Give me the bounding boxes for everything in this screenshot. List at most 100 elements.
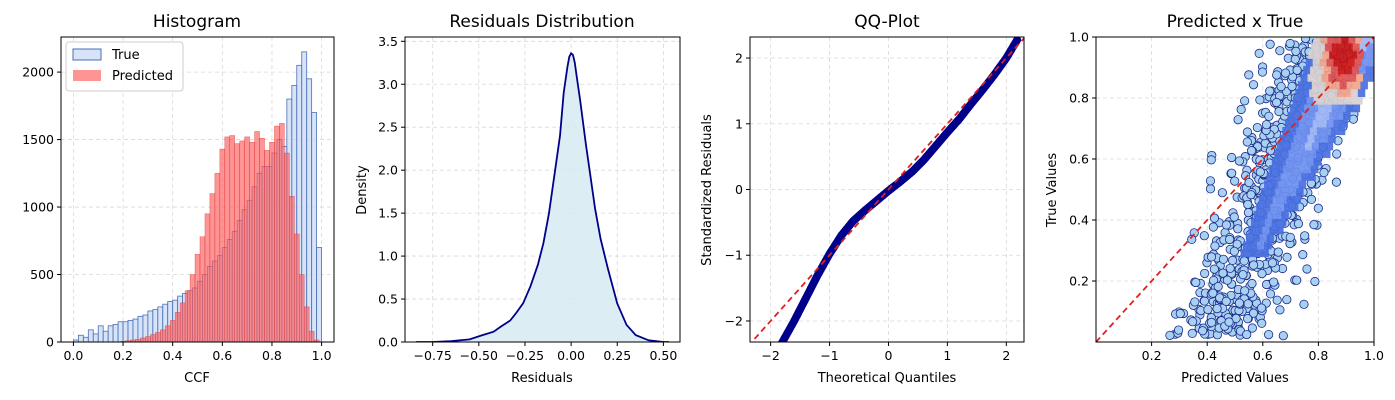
density-cell	[1322, 111, 1330, 120]
scatter-point	[1205, 176, 1216, 186]
density-cell	[1287, 111, 1295, 120]
scatter-point	[1275, 46, 1285, 56]
density-cell	[1311, 142, 1320, 151]
scatter-point	[1165, 330, 1175, 340]
predicted-bar	[150, 334, 156, 342]
density-cell	[1263, 203, 1271, 212]
density-cell	[1267, 210, 1275, 219]
scatter-point	[1238, 270, 1248, 280]
density-cell	[1326, 58, 1335, 67]
density-cell	[1373, 43, 1374, 52]
density-cell	[1269, 165, 1277, 174]
density-cell	[1292, 96, 1301, 105]
density-cell	[1271, 218, 1280, 227]
density-cell	[1317, 65, 1325, 75]
histogram-legend: True Predicted	[65, 41, 184, 92]
qq-point	[1013, 37, 1022, 44]
density-cell	[1348, 96, 1356, 105]
scatter-point	[1287, 81, 1297, 92]
density-cell	[1259, 233, 1268, 242]
density-cell	[1261, 187, 1269, 197]
scatter-point	[1198, 326, 1208, 336]
scatter-point	[1276, 81, 1286, 92]
density-cell	[1319, 58, 1328, 67]
density-cell	[1283, 165, 1291, 174]
scatter-point	[1255, 155, 1265, 165]
scatter-point	[1233, 115, 1243, 125]
scatter-point	[1218, 254, 1229, 264]
scatter-point	[1309, 220, 1319, 230]
scatter-point	[1242, 127, 1253, 137]
density-cell	[1330, 126, 1339, 136]
ytick-label: 2.0	[378, 163, 398, 178]
true-bar	[112, 324, 119, 342]
density-cell	[1309, 88, 1317, 97]
xtick-label: 0.25	[603, 348, 631, 363]
scatter-point	[1206, 317, 1217, 327]
density-cell	[1253, 210, 1262, 219]
xtick-label: 0.6	[1253, 348, 1273, 363]
density-cell	[1310, 165, 1319, 174]
density-cell	[1313, 37, 1321, 44]
density-cell	[1350, 88, 1359, 97]
true-bar	[107, 325, 114, 342]
density-cell	[1323, 88, 1331, 97]
predicted-bar	[289, 195, 295, 342]
scatter-point	[1280, 68, 1291, 78]
true-bar	[132, 318, 139, 342]
density-cell	[1358, 65, 1367, 75]
density-cell	[1323, 65, 1332, 75]
predicted-bar	[284, 152, 290, 342]
scatter-point	[1282, 252, 1292, 262]
density-cell	[1335, 73, 1343, 82]
density-cell	[1300, 73, 1308, 82]
density-cell	[1370, 73, 1374, 82]
scatter-point	[1208, 288, 1218, 298]
density-cell	[1318, 81, 1327, 90]
scatter-point	[1285, 38, 1295, 49]
density-cell	[1303, 104, 1312, 113]
density-cell	[1352, 104, 1361, 113]
density-cell	[1331, 43, 1340, 52]
predicted-bar	[160, 329, 166, 342]
density-cell	[1285, 157, 1294, 166]
density-cell	[1313, 157, 1321, 166]
density-cell	[1264, 241, 1272, 250]
residuals-ylabel: Density	[355, 165, 370, 215]
xtick-label: −0.75	[414, 348, 452, 363]
scatter-point	[1244, 70, 1254, 80]
scatter-point	[1243, 199, 1253, 210]
predicted-bar	[308, 330, 315, 342]
density-cell	[1352, 43, 1361, 52]
density-cell	[1332, 81, 1341, 90]
density-cell	[1340, 58, 1348, 67]
density-cell	[1336, 88, 1345, 97]
scatter-point	[1267, 258, 1278, 268]
density-cell	[1311, 81, 1320, 90]
density-cell	[1369, 37, 1374, 44]
scatter-point	[1187, 328, 1197, 338]
density-cell	[1243, 241, 1251, 250]
scatter-point	[1200, 268, 1210, 279]
ytick-label: 2.5	[378, 120, 398, 135]
density-cell	[1293, 195, 1302, 204]
density-cell	[1346, 81, 1354, 90]
scatter-point	[1264, 330, 1274, 340]
density-cell	[1362, 37, 1370, 44]
scatter-point	[1300, 231, 1310, 241]
scatter-point	[1255, 95, 1265, 105]
pred-true-density	[1240, 37, 1374, 258]
predicted-bar	[155, 332, 161, 342]
density-cell	[1326, 119, 1335, 128]
xtick-label: −0.50	[460, 348, 498, 363]
scatter-point	[1292, 275, 1302, 285]
xtick-label: 0.2	[113, 348, 133, 363]
density-cell	[1333, 119, 1341, 128]
ytick-label: 3.0	[378, 77, 398, 92]
predicted-bar	[209, 193, 216, 342]
density-cell	[1276, 165, 1284, 174]
scatter-point	[1218, 268, 1228, 278]
density-cell	[1363, 50, 1372, 59]
xtick-label: 1	[943, 348, 951, 363]
density-cell	[1248, 226, 1256, 235]
